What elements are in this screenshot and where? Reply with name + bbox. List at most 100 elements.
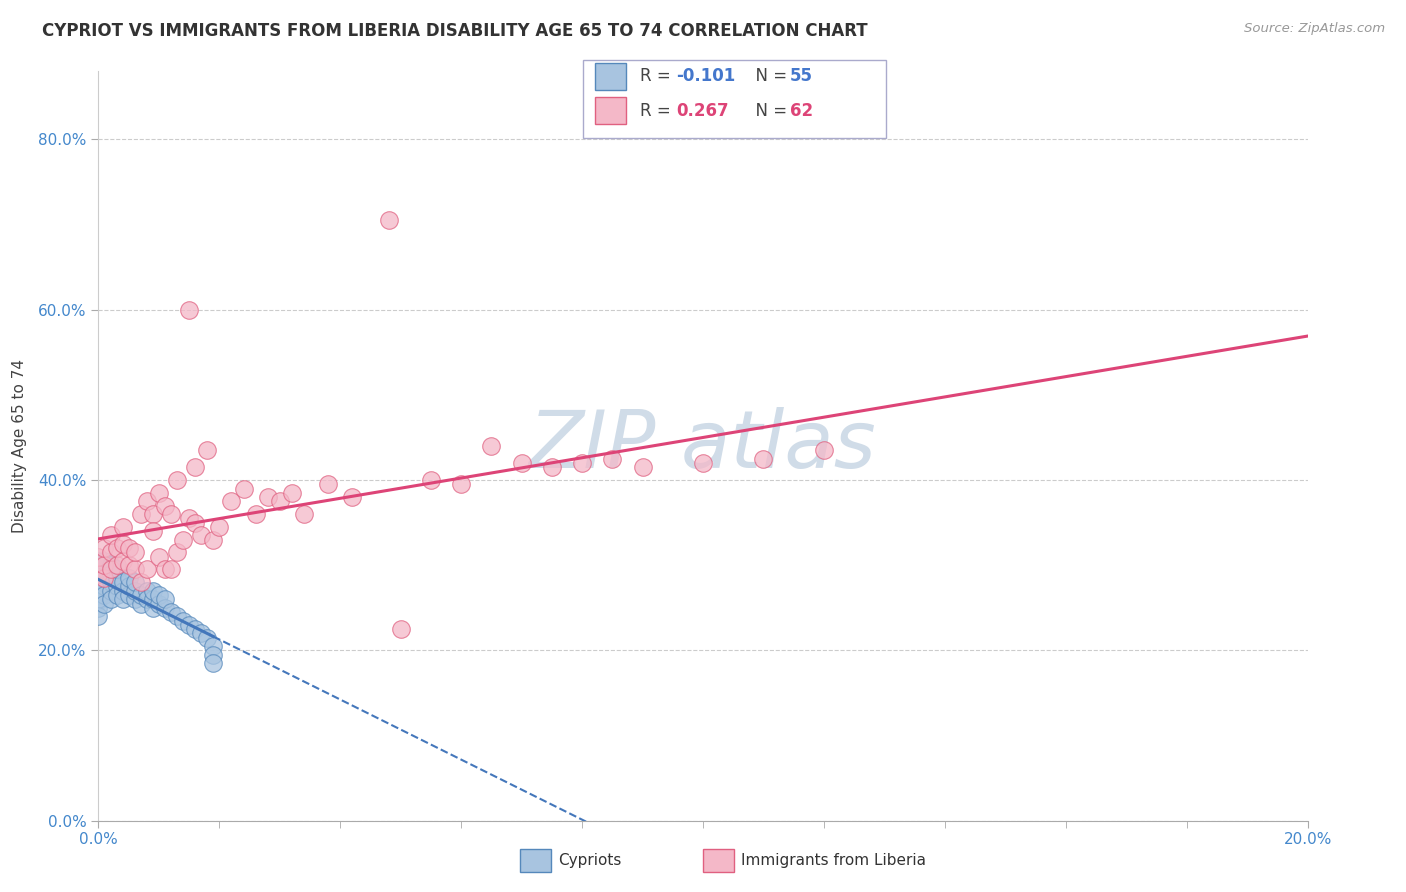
Point [142,507,165,521]
Text: Immigrants from Liberia: Immigrants from Liberia [741,854,927,868]
Point [148,597,170,611]
Point [87,580,110,594]
Text: R =: R = [640,67,676,86]
Point [153,600,176,615]
Point [342,490,364,504]
Point [93,580,115,594]
Point [195,631,218,645]
Point [105,588,128,602]
Point [100,558,122,573]
Point [118,588,141,602]
Point [129,575,152,590]
Text: N =: N = [745,67,793,86]
Point [202,648,225,662]
Point [118,558,141,573]
Point [221,494,243,508]
Point [179,511,201,525]
Point [172,533,194,547]
Point [105,558,128,573]
Point [179,302,201,317]
Point [166,545,188,559]
Point [202,656,225,670]
Point [124,583,146,598]
Point [129,597,152,611]
Point [153,592,176,607]
Point [100,583,122,598]
Point [124,592,146,607]
Point [481,439,503,453]
Point [93,554,115,568]
Point [142,592,165,607]
Point [160,507,183,521]
Point [93,541,115,556]
Text: 62: 62 [790,102,813,120]
Point [105,541,128,556]
Point [631,460,654,475]
Point [184,622,207,636]
Text: CYPRIOT VS IMMIGRANTS FROM LIBERIA DISABILITY AGE 65 TO 74 CORRELATION CHART: CYPRIOT VS IMMIGRANTS FROM LIBERIA DISAB… [42,22,868,40]
Point [232,482,254,496]
Point [111,575,134,590]
Point [93,558,115,573]
Point [87,592,110,607]
Point [813,443,835,458]
Point [87,594,110,608]
Point [195,443,218,458]
Point [153,562,176,576]
Point [510,456,533,470]
Point [87,600,110,615]
Point [420,473,443,487]
Point [100,562,122,576]
Point [105,580,128,594]
Point [93,588,115,602]
Point [245,507,267,521]
Point [135,562,157,576]
Text: ZIP atlas: ZIP atlas [529,407,877,485]
Point [202,639,225,653]
Point [135,592,157,607]
Point [129,588,152,602]
Point [142,600,165,615]
Point [172,614,194,628]
Point [148,588,170,602]
Text: 55: 55 [790,67,813,86]
Point [87,554,110,568]
Point [87,583,110,598]
Point [87,549,110,564]
Point [100,592,122,607]
Point [184,516,207,530]
Point [100,528,122,542]
Point [111,583,134,598]
Point [129,507,152,521]
Point [316,477,339,491]
Point [105,562,128,576]
Point [190,626,212,640]
Point [692,456,714,470]
Point [135,494,157,508]
Text: -0.101: -0.101 [676,67,735,86]
Text: N =: N = [745,102,793,120]
Point [602,451,624,466]
Point [269,494,291,508]
Point [160,562,183,576]
Point [450,477,472,491]
Text: Source: ZipAtlas.com: Source: ZipAtlas.com [1244,22,1385,36]
Point [118,571,141,585]
Point [87,566,110,581]
Point [111,537,134,551]
Point [100,575,122,590]
Point [124,545,146,559]
Point [208,520,231,534]
Text: 0.267: 0.267 [676,102,728,120]
Point [190,528,212,542]
Point [111,554,134,568]
Point [87,609,110,624]
Point [377,213,399,227]
Point [571,456,593,470]
Point [142,524,165,538]
Text: R =: R = [640,102,676,120]
Point [389,622,412,636]
Point [135,583,157,598]
Point [124,562,146,576]
Point [100,566,122,581]
